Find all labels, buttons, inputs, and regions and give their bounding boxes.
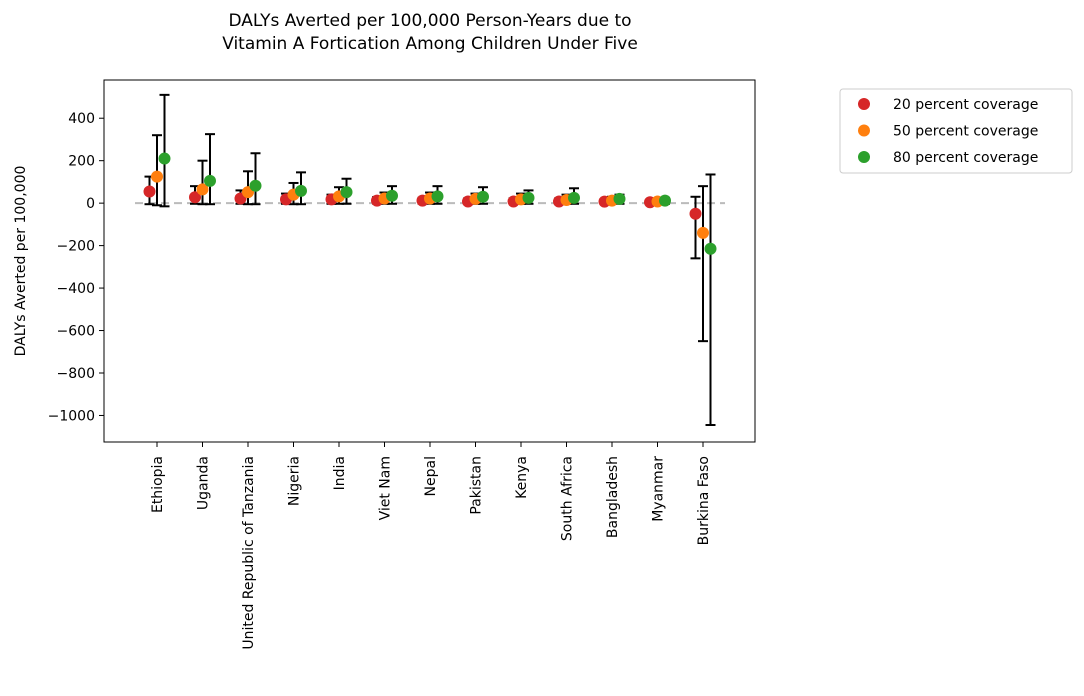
error-bar [159, 93, 170, 208]
x-axis-ticks: Ethiopia Uganda United Republic of Tanzani… [150, 442, 712, 650]
error-bar [152, 134, 162, 207]
error-bar [250, 152, 261, 206]
y-tick-label: −600 [57, 324, 95, 340]
data-point [689, 207, 702, 220]
data-point [477, 190, 489, 203]
legend-label: 20 percent coverage [893, 97, 1038, 113]
data-point [704, 242, 717, 255]
legend-item: 80 percent coverage [858, 150, 1038, 166]
y-tick-label: 400 [68, 111, 95, 127]
data-point [143, 185, 156, 198]
data-point [568, 191, 580, 204]
data-point [295, 184, 307, 197]
x-tick-label: Ethiopia [150, 456, 166, 513]
data-point [158, 152, 171, 165]
y-tick-label: −1000 [48, 408, 95, 424]
data-point [189, 191, 201, 204]
legend-item: 50 percent coverage [858, 124, 1038, 140]
x-tick-label: Viet Nam [378, 456, 394, 520]
data-point [613, 192, 626, 205]
legend-item: 20 percent coverage [858, 97, 1038, 113]
data-point [697, 226, 709, 239]
y-tick-label: −400 [57, 281, 95, 297]
error-bar [698, 185, 708, 343]
x-tick-label: Bangladesh [605, 456, 621, 538]
chart-title-line-2: Vitamin A Fortication Among Children Und… [222, 34, 638, 54]
data-point [659, 194, 671, 207]
error-bar [690, 195, 701, 260]
chart-title-line-1: DALYs Averted per 100,000 Person-Years d… [228, 11, 631, 31]
x-tick-label: Myanmar [651, 456, 667, 522]
data-point [386, 189, 398, 202]
data-point [196, 183, 209, 196]
x-tick-label: United Republic of Tanzania [241, 456, 257, 650]
data-point [204, 174, 216, 187]
legend-marker [858, 98, 870, 110]
y-tick-label: 0 [86, 196, 95, 212]
data-point [340, 186, 353, 199]
y-tick-label: 200 [68, 154, 95, 170]
error-bars [144, 93, 716, 427]
x-tick-label: South Africa [560, 456, 576, 541]
legend-frame [839, 88, 1073, 174]
y-axis-label: DALYs Averted per 100,000 [13, 166, 29, 357]
data-point [522, 191, 535, 204]
legend-marker [858, 151, 870, 163]
x-tick-label: India [332, 456, 348, 490]
x-tick-label: Burkina Faso [696, 456, 712, 545]
error-bar [705, 173, 716, 427]
error-bar [205, 133, 215, 206]
x-tick-label: Nigeria [287, 456, 303, 506]
x-tick-label: Uganda [196, 456, 212, 510]
legend: 20 percent coverage 50 percent coverage 80… [839, 88, 1073, 174]
x-tick-label: Nepal [423, 456, 439, 496]
y-axis-ticks: 400 200 0 −200 −400 −600 −800 −1000 [48, 111, 104, 424]
plot-area-frame [103, 79, 756, 443]
legend-marker [858, 124, 870, 137]
x-tick-label: Kenya [514, 456, 530, 499]
legend-label: 50 percent coverage [893, 124, 1038, 140]
x-tick-label: Pakistan [469, 456, 485, 515]
data-points [143, 152, 717, 255]
data-point [249, 179, 262, 192]
legend-label: 80 percent coverage [893, 150, 1038, 166]
data-point [151, 170, 163, 183]
data-point [431, 190, 444, 203]
y-tick-label: −200 [57, 239, 95, 255]
y-tick-label: −800 [57, 366, 95, 382]
